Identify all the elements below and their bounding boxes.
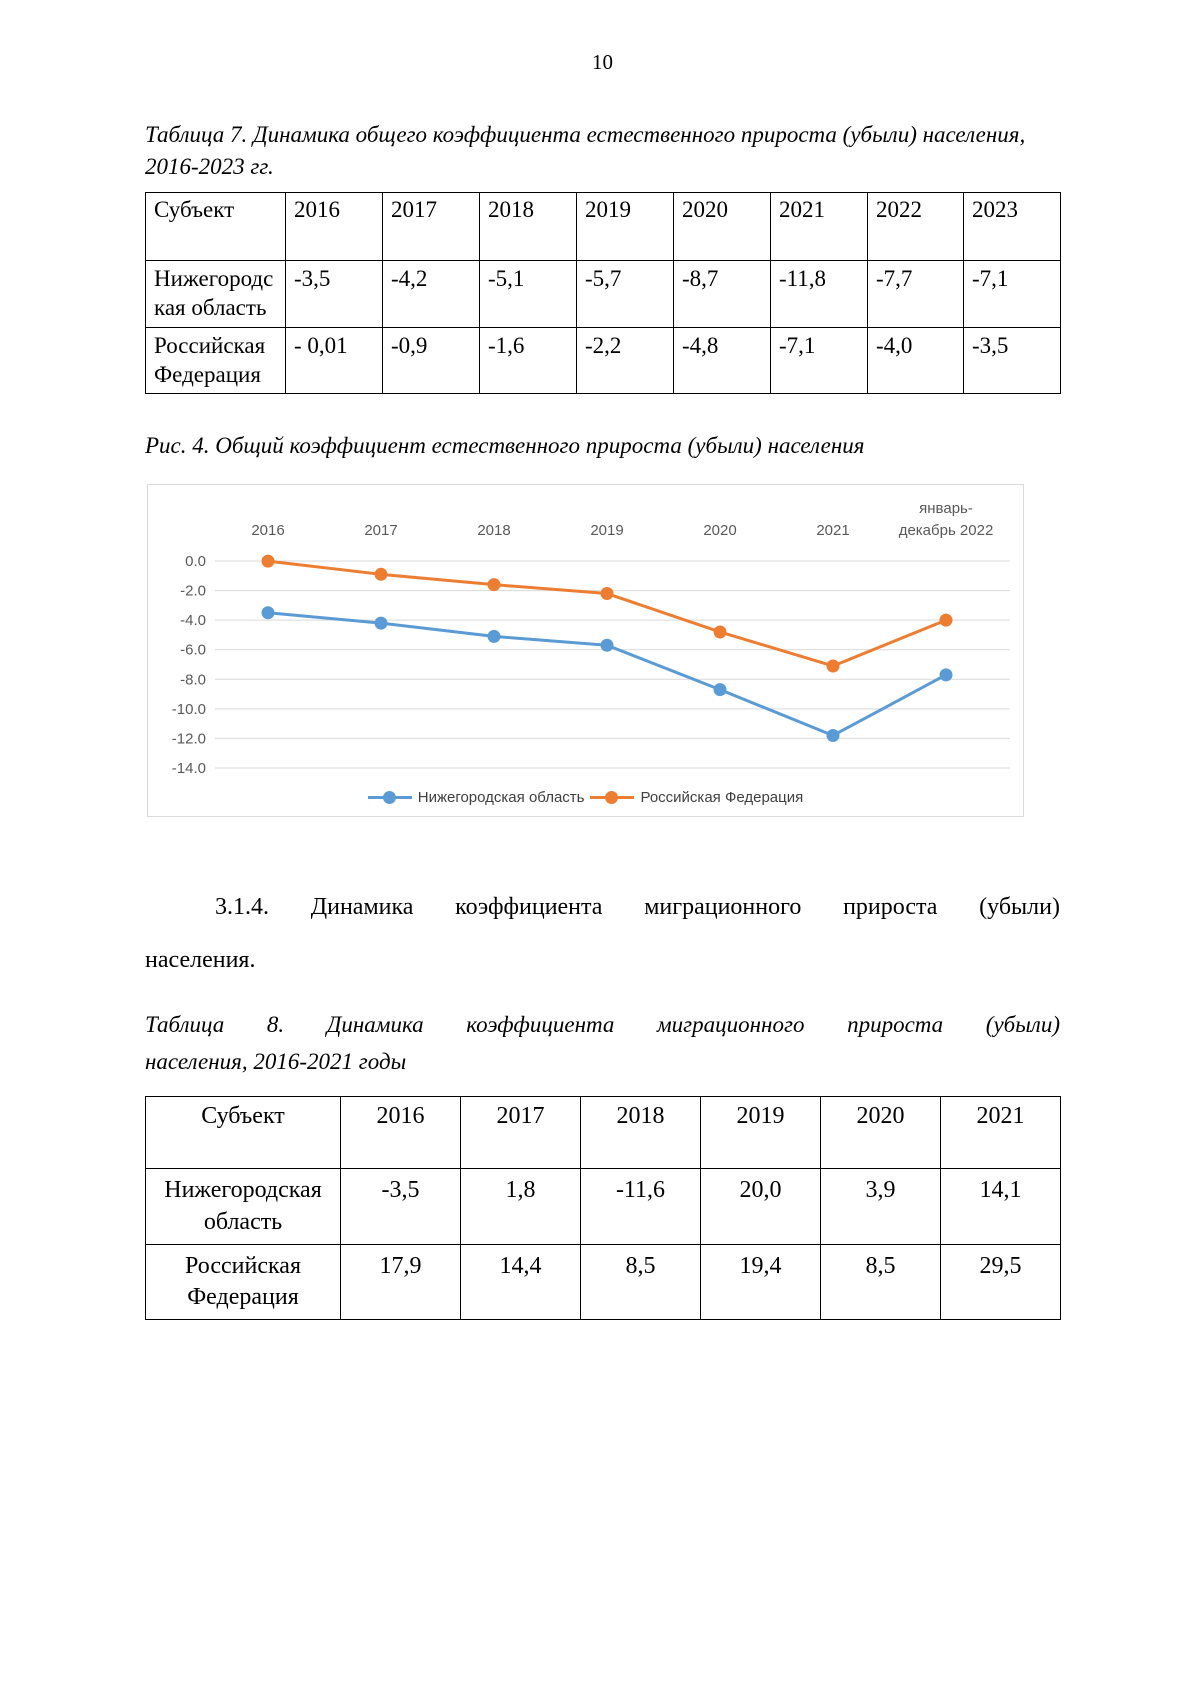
table-cell: -3,5 — [963, 326, 1061, 395]
row-label: Российская Федерация — [145, 326, 286, 395]
column-header: 2016 — [285, 192, 383, 262]
chart-svg: 0.0 -2.0 -4.0 -6.0 -8.0 -10.0 -12.0 -14.0 2016 20… — [172, 500, 1010, 777]
table8-caption-line2: населения, 2016-2021 годы — [145, 1048, 407, 1074]
svg-text:-8.0: -8.0 — [180, 671, 206, 688]
svg-text:2017: 2017 — [364, 522, 397, 539]
legend-item: Российская Федерация — [590, 789, 803, 806]
table-cell: -4,8 — [673, 326, 771, 395]
table-cell: -4,0 — [867, 326, 964, 395]
table-cell: 8,5 — [820, 1243, 941, 1321]
legend-marker-icon — [367, 790, 412, 804]
table-cell: -2,2 — [576, 326, 674, 395]
table-row: Нижегородская область -3,5 -4,2 -5,1 -5,… — [145, 260, 1061, 328]
table7-caption: Таблица 7. Динамика общего коэффициента … — [145, 122, 1026, 179]
svg-text:-2.0: -2.0 — [180, 583, 206, 600]
figure4-chart: 0.0 -2.0 -4.0 -6.0 -8.0 -10.0 -12.0 -14.0 2016 20… — [147, 484, 1024, 818]
legend-marker-icon — [590, 790, 635, 804]
row-label: Российская Федерация — [145, 1243, 341, 1321]
table-cell: -11,6 — [580, 1168, 701, 1245]
table-cell: 14,4 — [460, 1243, 581, 1321]
column-header: 2021 — [770, 192, 868, 262]
table-cell: 19,4 — [700, 1243, 821, 1321]
section-heading: 3.1.4. Динамика коэффициента миграционно… — [145, 881, 1060, 987]
table-row: Нижегородская область -3,5 1,8 -11,6 20,… — [145, 1168, 1061, 1245]
table-cell: -0,9 — [382, 326, 480, 395]
column-header: 2020 — [673, 192, 771, 262]
chart-legend: Нижегородская область Российская Федерац… — [148, 780, 1023, 814]
table-cell: 3,9 — [820, 1168, 941, 1245]
section-heading-line1: 3.1.4. Динамика коэффициента миграционно… — [215, 894, 1060, 921]
table-cell: -11,8 — [770, 260, 868, 328]
table8-caption: Таблица 8. Динамика коэффициента миграци… — [145, 1007, 1060, 1081]
row-label: Нижегородская область — [145, 260, 286, 328]
table8-caption-line1: Таблица 8. Динамика коэффициента миграци… — [145, 1011, 1060, 1037]
table-cell: -5,7 — [576, 260, 674, 328]
column-header: 2021 — [940, 1096, 1061, 1170]
svg-text:2016: 2016 — [251, 522, 284, 539]
svg-text:-4.0: -4.0 — [180, 612, 206, 629]
figure4-caption: Рис. 4. Общий коэффициент естественного … — [145, 433, 865, 459]
table-row: Российская Федерация - 0,01 -0,9 -1,6 -2… — [145, 326, 1061, 395]
svg-text:декабрь 2022: декабрь 2022 — [899, 522, 994, 539]
column-header: 2023 — [963, 192, 1061, 262]
svg-text:2018: 2018 — [477, 522, 510, 539]
table-cell: -1,6 — [479, 326, 577, 395]
table-cell: - 0,01 — [285, 326, 383, 395]
column-header: 2019 — [576, 192, 674, 262]
column-header: 2020 — [820, 1096, 941, 1170]
table-cell: -7,1 — [963, 260, 1061, 328]
table-cell: -7,1 — [770, 326, 868, 395]
svg-text:2019: 2019 — [590, 522, 623, 539]
column-header: 2017 — [382, 192, 480, 262]
table-cell: 29,5 — [940, 1243, 1061, 1321]
svg-text:-6.0: -6.0 — [180, 642, 206, 659]
legend-item: Нижегородская область — [367, 788, 585, 806]
table-cell: -3,5 — [285, 260, 383, 328]
svg-text:0.0: 0.0 — [185, 553, 206, 570]
column-header: Субъект — [145, 192, 286, 262]
row-label: Нижегородская область — [145, 1168, 341, 1245]
column-header: 2016 — [340, 1096, 461, 1170]
table-cell: -3,5 — [340, 1168, 461, 1245]
legend-label: Российская Федерация — [640, 788, 804, 806]
table-cell: -4,2 — [382, 260, 480, 328]
table8: Субъект 2016 2017 2018 2019 2020 2021 Ни… — [145, 1096, 1061, 1321]
table-cell: -5,1 — [479, 260, 577, 328]
table-cell: 17,9 — [340, 1243, 461, 1321]
table-cell: -7,7 — [867, 260, 964, 328]
table-cell: 14,1 — [940, 1168, 1061, 1245]
legend-label: Нижегородская область — [417, 788, 585, 806]
svg-text:2021: 2021 — [816, 522, 849, 539]
table-header-row: Субъект 2016 2017 2018 2019 2020 2021 20… — [145, 192, 1061, 262]
section-heading-line2: населения. — [145, 947, 256, 973]
table7: Субъект 2016 2017 2018 2019 2020 2021 20… — [145, 192, 1061, 395]
svg-text:январь-: январь- — [919, 500, 973, 517]
table-cell: 1,8 — [460, 1168, 581, 1245]
table-cell: 8,5 — [580, 1243, 701, 1321]
column-header: 2019 — [700, 1096, 821, 1170]
table-header-row: Субъект 2016 2017 2018 2019 2020 2021 — [145, 1096, 1061, 1170]
svg-text:-10.0: -10.0 — [172, 701, 206, 718]
column-header: 2022 — [867, 192, 964, 262]
svg-text:-12.0: -12.0 — [172, 731, 206, 748]
table-row: Российская Федерация 17,9 14,4 8,5 19,4 … — [145, 1243, 1061, 1321]
chart-plot-area: 0.0 -2.0 -4.0 -6.0 -8.0 -10.0 -12.0 -14.0 2016 20… — [148, 485, 1023, 780]
svg-text:-14.0: -14.0 — [172, 760, 206, 777]
column-header: 2017 — [460, 1096, 581, 1170]
column-header: Субъект — [145, 1096, 341, 1170]
page-number: 10 — [592, 50, 613, 74]
table-cell: -8,7 — [673, 260, 771, 328]
table-cell: 20,0 — [700, 1168, 821, 1245]
svg-text:2020: 2020 — [703, 522, 736, 539]
column-header: 2018 — [580, 1096, 701, 1170]
column-header: 2018 — [479, 192, 577, 262]
